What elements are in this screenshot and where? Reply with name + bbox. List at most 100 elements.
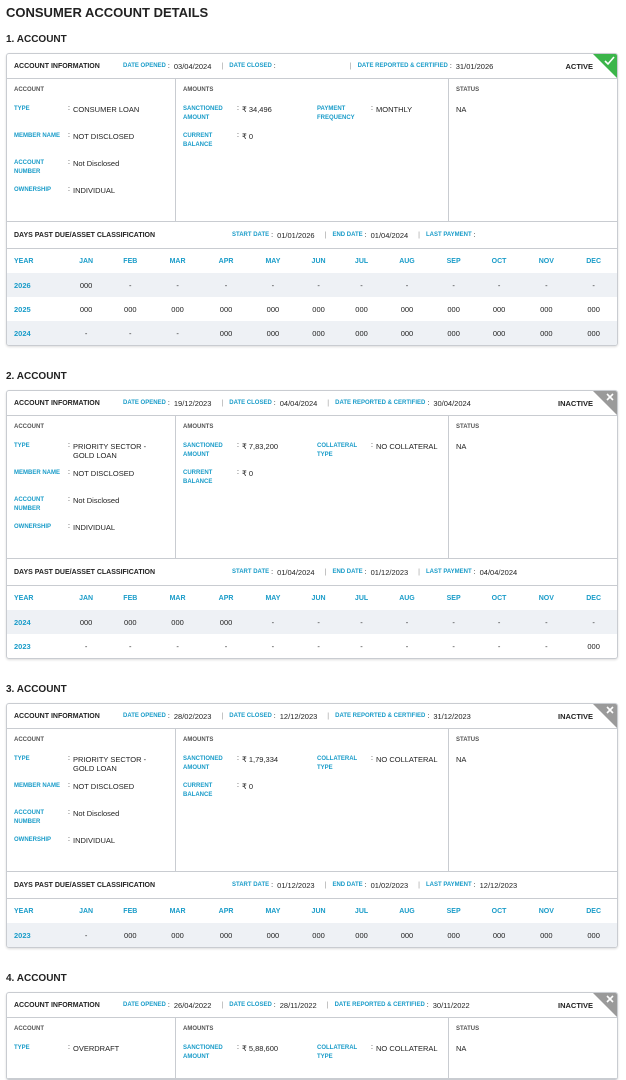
field: SANCTIONED AMOUNT: ₹ 5,88,600 [183,1044,317,1062]
column-header: JUN [311,257,326,265]
dpd-cell: - [202,273,250,297]
dpd-row: 2023 - - - - - - - - - - - 000 [7,634,617,658]
field: MEMBER NAME: NOT DISCLOSED [14,132,168,150]
column-heading: AMOUNTS [183,87,214,93]
dpd-header-row: YEAR JAN FEB MAR APR MAY JUN JUL AUG SEP OCT NOV DEC [7,586,617,610]
field-label: MEMBER NAME [14,133,60,139]
date-label: DATE OPENED [123,400,166,406]
year-cell: 2023 [7,923,64,947]
field-label: CURRENT BALANCE [183,133,213,148]
dpd-cell: 000 [340,923,383,947]
field-label: COLLATERAL TYPE [317,443,358,458]
field: SANCTIONED AMOUNT: ₹ 7,83,200 [183,442,317,460]
section-heading: 1. ACCOUNT [6,34,67,45]
column-header: MAY [265,594,281,602]
dpd-cell: - [224,641,228,651]
dpd-header-row: YEAR JAN FEB MAR APR MAY JUN JUL AUG SEP OCT NOV DEC [7,899,617,923]
dpd-cell: 000 [202,321,250,345]
divider: | [221,1001,224,1009]
field: CURRENT BALANCE: ₹ 0 [183,469,317,487]
dpd-cell: - [382,610,432,634]
year-cell: 2024 [7,321,64,345]
date-label: LAST PAYMENT [426,569,472,575]
section-heading: 3. ACCOUNT [6,684,67,695]
account-card: ACCOUNT INFORMATION DATE OPENED:26/04/202… [6,992,618,1080]
account-column: ACCOUNT TYPE: PRIORITY SECTOR - GOLD LOAN M… [7,729,176,871]
separator: : [68,186,70,193]
dpd-cell: 000 [249,923,297,947]
dpd-heading: DAYS PAST DUE/ASSET CLASSIFICATION [14,231,156,239]
dpd-heading: DAYS PAST DUE/ASSET CLASSIFICATION [14,568,156,576]
field-label: SANCTIONED AMOUNT [183,106,223,121]
date-value: 01/12/2023 [277,880,315,890]
dpd-cell: 000 [570,321,617,345]
status-column: STATUS NA [449,416,617,558]
field-label: SANCTIONED AMOUNT [183,756,223,771]
dpd-cell: - [317,641,320,651]
divider: | [221,62,224,70]
column-header: NOV [538,257,554,265]
column-header: JUN [311,907,326,915]
date-label: LAST PAYMENT [426,882,472,888]
column-header: APR [218,907,234,915]
date-label: DATE OPENED [123,63,166,69]
dpd-row: 2024- - -000 000 000 000 000 000 000 000 000 [7,321,617,345]
field-label: CURRENT BALANCE [183,470,213,485]
separator: : [427,712,430,720]
field: CURRENT BALANCE: ₹ 0 [183,782,317,800]
date-label: DATE OPENED [123,1002,166,1008]
column-header: FEB [123,907,138,915]
dpd-cell: - [296,273,341,297]
column-header: MAR [169,907,186,915]
separator: : [473,881,476,889]
dpd-cell: 000 [202,610,250,634]
column-heading: ACCOUNT [14,87,44,93]
date-label: DATE CLOSED [229,63,272,69]
column-header: JUL [354,594,369,602]
column-header: YEAR [14,907,34,915]
divider: | [418,231,420,239]
column-header: JUL [354,257,369,265]
field-value: ₹ 5,88,600 [242,1044,279,1053]
separator: : [371,442,373,449]
column-header: JAN [79,257,94,265]
separator: : [473,231,476,239]
separator: : [273,62,276,70]
field-value: NO COLLATERAL [376,755,438,764]
dpd-cell: - [570,610,617,634]
dpd-cell: 000 [108,610,153,634]
date-label: DATE CLOSED [229,400,272,406]
year-cell: 2024 [7,610,64,634]
dpd-heading: DAYS PAST DUE/ASSET CLASSIFICATION [14,881,156,889]
column-header: MAY [265,907,281,915]
info-sections: ACCOUNT TYPE: CONSUMER LOAN MEMBER NAME: NOT… [7,79,617,222]
field-value: INDIVIDUAL [73,186,116,195]
dpd-cell: 000 [152,923,203,947]
field-value: ₹ 0 [242,782,254,791]
year-cell: 2025 [14,304,31,314]
date-label: DATE CLOSED [229,1002,272,1008]
info-label: ACCOUNT INFORMATION [14,399,100,407]
divider: | [221,712,224,720]
field-value: PRIORITY SECTOR - GOLD LOAN [73,755,147,773]
dpd-cell: - [176,641,179,651]
field-label: ACCOUNT NUMBER [14,497,44,512]
field-label: PAYMENT FREQUENCY [317,106,355,121]
section-heading: 4. ACCOUNT [6,973,67,984]
dpd-table: YEAR JAN FEB MAR APR MAY JUN JUL AUG SEP OCT NOV DEC… [7,249,617,345]
separator: : [68,755,70,762]
amounts-grid: SANCTIONED AMOUNT: ₹ 5,88,600 COLLATERAL T… [183,1044,441,1071]
amounts-grid: SANCTIONED AMOUNT: ₹ 34,496 PAYMENT FREQUE… [183,105,441,159]
status-badge [593,993,617,1017]
account-card: ACCOUNT INFORMATION DATE OPENED:28/02/202… [6,703,618,948]
dpd-cell: 000 [219,304,233,314]
column-header: MAY [265,257,281,265]
date-value: 01/01/2026 [277,230,315,240]
status-badge [593,704,617,728]
separator: : [371,755,373,762]
date-value: 30/04/2024 [433,398,471,408]
divider: | [418,881,420,889]
separator: : [68,782,70,789]
column-header: YEAR [14,257,34,265]
dpd-cell: - [84,641,88,651]
